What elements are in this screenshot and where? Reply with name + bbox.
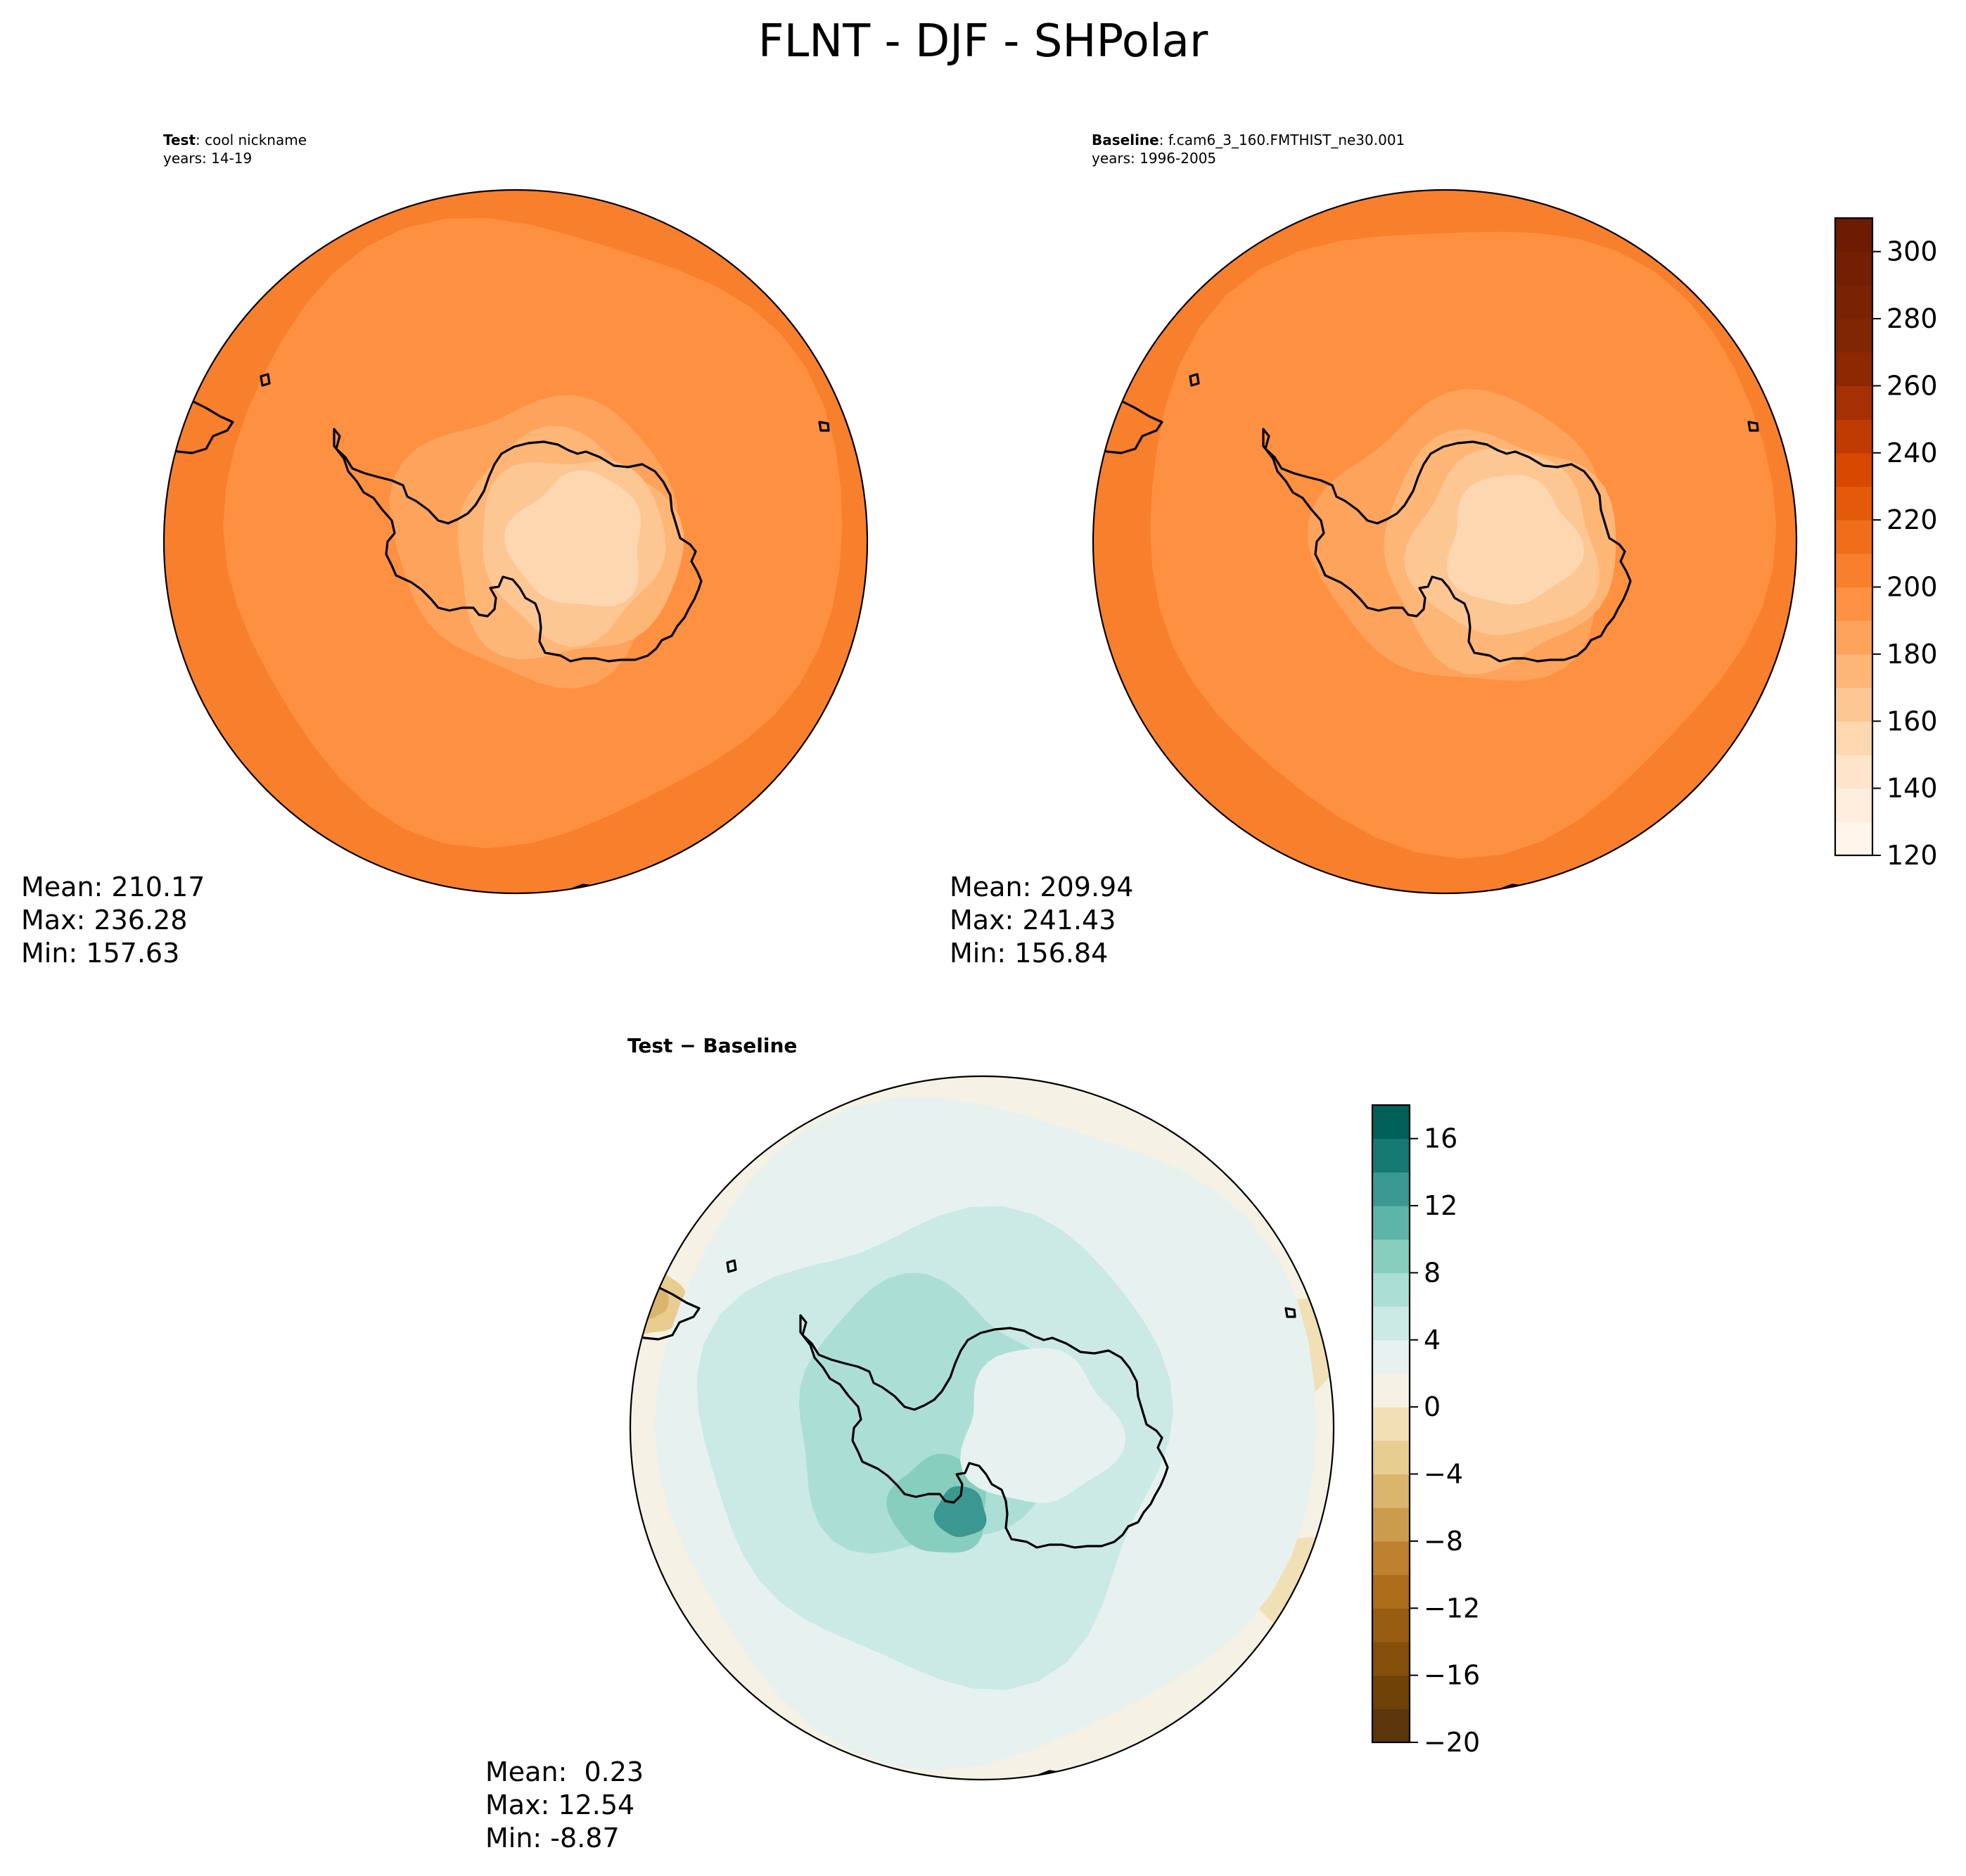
- difference-stats: Mean: 0.23 Max: 12.54 Min: -8.87: [485, 1756, 644, 1855]
- difference-colorbar-tick-label-5: 0: [1424, 1391, 1441, 1422]
- difference-colorbar-tick-label-6: 4: [1424, 1325, 1441, 1355]
- baseline-panel-subtitle: years: 1996-2005: [1092, 150, 1217, 167]
- difference-map-contour-10: [960, 1348, 1126, 1503]
- orange-colorbar-frame: [1834, 217, 1874, 857]
- orange-colorbar-tick-label-6: 240: [1887, 438, 1938, 468]
- test-max: Max: 236.28: [21, 905, 188, 936]
- orange-colorbar-band-17: [1835, 251, 1872, 286]
- difference-max: Max: 12.54: [485, 1789, 635, 1820]
- difference-colorbar-band-13: [1372, 1272, 1410, 1307]
- baseline-map: [1092, 189, 1798, 895]
- difference-colorbar: −20 −16 −12 −8 −4 0 4 8 12 16: [1371, 1104, 1480, 1758]
- orange-colorbar-tick-label-3: 180: [1887, 639, 1938, 670]
- orange-colorbar-band-11: [1835, 452, 1872, 487]
- figure-title: FLNT - DJF - SHPolar: [758, 15, 1208, 68]
- difference-map-boundary: [629, 1075, 1335, 1781]
- orange-colorbar-tick-label-8: 280: [1887, 303, 1938, 334]
- baseline-max: Max: 241.43: [950, 905, 1116, 936]
- orange-colorbar-tick-label-2: 160: [1887, 706, 1938, 736]
- orange-colorbar-band-5: [1835, 653, 1872, 689]
- difference-map: [629, 1075, 1335, 1781]
- orange-colorbar-band-8: [1835, 553, 1872, 588]
- difference-colorbar-band-16: [1372, 1172, 1410, 1206]
- orange-colorbar-band-4: [1835, 687, 1872, 722]
- difference-colorbar-band-0: [1372, 1709, 1410, 1743]
- orange-colorbar-band-6: [1835, 620, 1872, 655]
- orange-colorbar-band-0: [1835, 822, 1872, 856]
- orange-colorbar-tick-label-5: 220: [1887, 504, 1938, 535]
- test-map: [162, 189, 869, 895]
- difference-colorbar-band-12: [1372, 1306, 1410, 1341]
- baseline-title-label: Baseline: [1092, 132, 1159, 148]
- orange-colorbar-band-7: [1835, 587, 1872, 621]
- orange-colorbar-tick-label-7: 260: [1887, 370, 1938, 401]
- difference-colorbar-band-17: [1372, 1138, 1410, 1173]
- difference-colorbar-frame: [1371, 1104, 1411, 1744]
- test-mean: Mean: 210.17: [21, 872, 205, 902]
- difference-colorbar-band-7: [1372, 1474, 1410, 1508]
- difference-min: Min: -8.87: [485, 1823, 620, 1853]
- orange-colorbar-band-15: [1835, 319, 1872, 353]
- baseline-min: Min: 156.84: [950, 938, 1109, 969]
- baseline-mean: Mean: 209.94: [950, 872, 1134, 902]
- orange-colorbar-band-16: [1835, 285, 1872, 319]
- test-map-boundary: [162, 189, 869, 895]
- orange-colorbar-band-10: [1835, 486, 1872, 521]
- orange-colorbar-tick-label-9: 300: [1887, 236, 1938, 267]
- difference-map-contour-9: [933, 1486, 987, 1537]
- difference-colorbar-band-6: [1372, 1507, 1410, 1542]
- difference-panel-title: Test − Baseline: [627, 1034, 798, 1057]
- difference-colorbar-band-2: [1372, 1641, 1410, 1676]
- difference-colorbar-band-9: [1372, 1407, 1410, 1441]
- orange-colorbar-band-2: [1835, 754, 1872, 789]
- orange-colorbar-band-18: [1835, 218, 1872, 253]
- test-map-contour-6: [504, 470, 641, 607]
- orange-colorbar-tick-label-1: 140: [1887, 773, 1938, 804]
- difference-mean: Mean: 0.23: [485, 1756, 644, 1787]
- difference-colorbar-band-4: [1372, 1574, 1410, 1609]
- test-panel-subtitle: years: 14-19: [163, 150, 253, 167]
- test-min: Min: 157.63: [21, 938, 180, 969]
- difference-colorbar-tick-label-2: −12: [1424, 1593, 1480, 1623]
- difference-colorbar-band-18: [1372, 1105, 1410, 1140]
- difference-colorbar-tick-label-3: −8: [1424, 1526, 1463, 1557]
- difference-colorbar-band-8: [1372, 1440, 1410, 1475]
- difference-colorbar-band-3: [1372, 1608, 1410, 1642]
- difference-colorbar-band-10: [1372, 1373, 1410, 1408]
- orange-colorbar-tick-label-4: 200: [1887, 572, 1938, 603]
- baseline-panel-title: Baseline: f.cam6_3_160.FMTHIST_ne30.001: [1092, 131, 1405, 149]
- orange-colorbar-band-1: [1835, 788, 1872, 822]
- orange-colorbar-tick-label-0: 120: [1887, 840, 1938, 871]
- test-panel-title: Test: cool nickname: [163, 131, 307, 149]
- difference-colorbar-band-14: [1372, 1239, 1410, 1274]
- difference-colorbar-band-11: [1372, 1339, 1410, 1374]
- difference-colorbar-tick-label-7: 8: [1424, 1257, 1441, 1288]
- orange-colorbar: 120 140 160 180 200 220 240 260 280 300: [1834, 217, 1938, 871]
- difference-colorbar-tick-label-9: 16: [1424, 1123, 1457, 1154]
- orange-colorbar-band-12: [1835, 419, 1872, 454]
- baseline-map-boundary: [1092, 189, 1798, 895]
- baseline-map-contour-6: [1446, 475, 1585, 605]
- difference-colorbar-band-1: [1372, 1675, 1410, 1709]
- orange-colorbar-band-9: [1835, 520, 1872, 554]
- test-title-label: Test: [163, 132, 196, 148]
- difference-colorbar-tick-label-1: −16: [1424, 1660, 1480, 1691]
- test-title-value: : cool nickname: [196, 132, 307, 148]
- baseline-stats: Mean: 209.94 Max: 241.43 Min: 156.84: [950, 871, 1133, 970]
- orange-colorbar-band-14: [1835, 352, 1872, 387]
- difference-colorbar-tick-label-8: 12: [1424, 1190, 1457, 1221]
- test-stats: Mean: 210.17 Max: 236.28 Min: 157.63: [21, 871, 205, 970]
- difference-colorbar-tick-label-0: −20: [1424, 1727, 1480, 1758]
- difference-colorbar-band-15: [1372, 1206, 1410, 1240]
- baseline-title-value: : f.cam6_3_160.FMTHIST_ne30.001: [1158, 132, 1405, 148]
- difference-colorbar-tick-label-4: −4: [1424, 1459, 1463, 1490]
- orange-colorbar-band-13: [1835, 385, 1872, 420]
- difference-colorbar-band-5: [1372, 1540, 1410, 1576]
- orange-colorbar-band-3: [1835, 721, 1872, 755]
